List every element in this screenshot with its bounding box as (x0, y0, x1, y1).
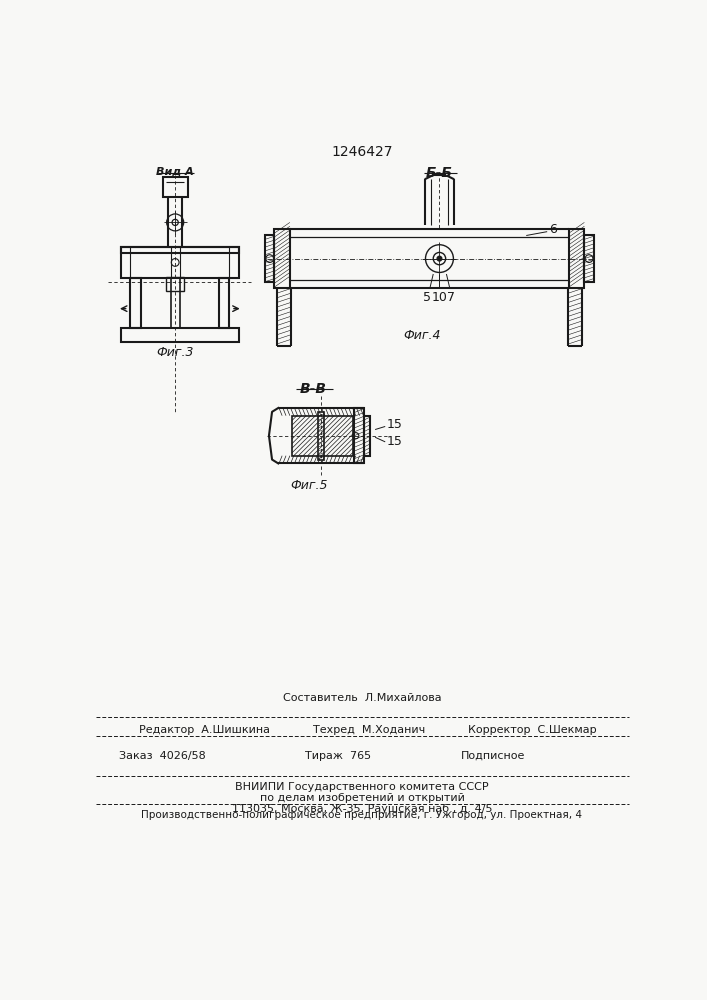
Text: по делам изобретений и открытий: по делам изобретений и открытий (259, 793, 464, 803)
Text: Фиг.3: Фиг.3 (156, 346, 194, 359)
Text: Фиг.5: Фиг.5 (291, 479, 328, 492)
Bar (163, 177, 187, 197)
Bar (121, 328, 239, 342)
Text: 5: 5 (423, 291, 431, 304)
Text: 1246427: 1246427 (331, 145, 392, 159)
Bar (121, 247, 239, 253)
Circle shape (437, 256, 442, 261)
Text: 10: 10 (431, 291, 448, 304)
Text: 7: 7 (447, 291, 455, 304)
Text: Составитель  Л.Михайлова: Составитель Л.Михайлова (283, 693, 441, 703)
Text: 15: 15 (387, 435, 402, 448)
Text: Подписное: Подписное (460, 751, 525, 761)
Bar (292, 416, 353, 456)
Text: Фиг.4: Фиг.4 (403, 329, 440, 342)
Bar (218, 278, 230, 328)
Text: Производственно-полиграфическое предприятие, г. Ужгород, ул. Проектная, 4: Производственно-полиграфическое предприя… (141, 810, 583, 820)
Bar (585, 235, 594, 282)
Text: 15: 15 (387, 418, 402, 431)
Bar (130, 278, 141, 328)
Text: ВНИИПИ Государственного комитета СССР: ВНИИПИ Государственного комитета СССР (235, 782, 489, 792)
Text: 113035, Москва, Ж-35, Раушская наб., д. 4/5: 113035, Москва, Ж-35, Раушская наб., д. … (232, 804, 492, 814)
Bar (121, 247, 239, 278)
Bar (317, 412, 324, 460)
Text: Техред  М.Ходанич: Техред М.Ходанич (313, 725, 426, 735)
Bar (265, 235, 274, 282)
Bar (354, 408, 363, 463)
Text: Б-Б: Б-Б (426, 166, 453, 180)
Text: 6: 6 (549, 223, 557, 236)
Text: Заказ  4026/58: Заказ 4026/58 (119, 751, 206, 761)
Text: Вид A: Вид A (156, 166, 194, 176)
Text: В-В: В-В (300, 382, 327, 396)
Bar (166, 277, 185, 291)
Text: Тираж  765: Тираж 765 (305, 751, 371, 761)
Bar (274, 229, 290, 288)
Bar (363, 416, 370, 456)
Text: Корректор  С.Шекмар: Корректор С.Шекмар (468, 725, 597, 735)
Text: Редактор  А.Шишкина: Редактор А.Шишкина (139, 725, 270, 735)
Bar (569, 229, 585, 288)
